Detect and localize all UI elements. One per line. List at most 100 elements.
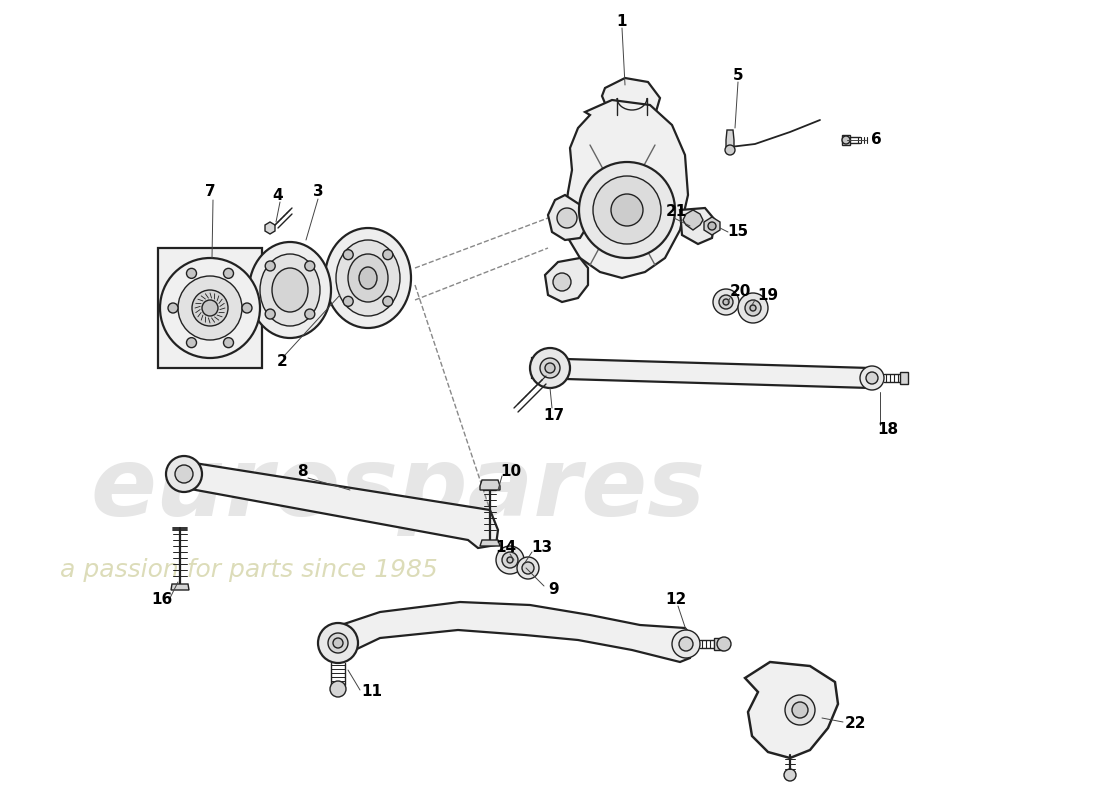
Polygon shape	[602, 78, 660, 122]
Text: 12: 12	[666, 593, 686, 607]
Circle shape	[860, 366, 884, 390]
Circle shape	[785, 695, 815, 725]
Circle shape	[725, 145, 735, 155]
Circle shape	[719, 295, 733, 309]
Text: 13: 13	[531, 541, 552, 555]
Circle shape	[496, 546, 524, 574]
Polygon shape	[704, 217, 720, 235]
Text: 4: 4	[273, 189, 284, 203]
Circle shape	[168, 303, 178, 313]
Circle shape	[502, 552, 518, 568]
Circle shape	[553, 273, 571, 291]
Text: 15: 15	[727, 225, 749, 239]
Text: 6: 6	[870, 133, 881, 147]
Circle shape	[717, 637, 732, 651]
Circle shape	[723, 299, 729, 305]
Text: 8: 8	[297, 465, 307, 479]
Text: 19: 19	[758, 289, 779, 303]
Ellipse shape	[272, 268, 308, 312]
Circle shape	[610, 194, 643, 226]
Polygon shape	[175, 462, 498, 548]
Circle shape	[343, 250, 353, 260]
Circle shape	[160, 258, 260, 358]
Circle shape	[750, 305, 756, 311]
Ellipse shape	[359, 267, 377, 289]
Circle shape	[318, 623, 358, 663]
Circle shape	[242, 303, 252, 313]
Circle shape	[265, 309, 275, 319]
Ellipse shape	[260, 254, 320, 326]
Text: 18: 18	[878, 422, 899, 438]
Polygon shape	[480, 540, 501, 546]
Text: 22: 22	[845, 717, 866, 731]
Polygon shape	[170, 584, 189, 590]
Polygon shape	[680, 208, 715, 244]
Circle shape	[842, 136, 850, 144]
Text: 14: 14	[495, 541, 517, 555]
Circle shape	[579, 162, 675, 258]
Circle shape	[517, 557, 539, 579]
Text: 10: 10	[500, 465, 521, 479]
Circle shape	[192, 290, 228, 326]
Circle shape	[187, 268, 197, 278]
Circle shape	[507, 557, 513, 563]
Circle shape	[530, 348, 570, 388]
Circle shape	[792, 702, 808, 718]
Ellipse shape	[336, 240, 400, 316]
Circle shape	[522, 562, 534, 574]
Text: 9: 9	[549, 582, 559, 598]
Circle shape	[328, 633, 348, 653]
Text: 21: 21	[666, 205, 686, 219]
Circle shape	[202, 300, 218, 316]
Polygon shape	[265, 222, 275, 234]
Circle shape	[784, 769, 796, 781]
Text: eurospares: eurospares	[90, 443, 705, 537]
Circle shape	[713, 289, 739, 315]
Polygon shape	[548, 195, 588, 240]
Circle shape	[343, 296, 353, 306]
Circle shape	[178, 276, 242, 340]
Circle shape	[383, 296, 393, 306]
Text: 7: 7	[205, 185, 216, 199]
Circle shape	[866, 372, 878, 384]
Text: 1: 1	[617, 14, 627, 30]
Polygon shape	[726, 130, 734, 147]
Circle shape	[593, 176, 661, 244]
Circle shape	[305, 309, 315, 319]
Circle shape	[330, 681, 346, 697]
Polygon shape	[745, 662, 838, 758]
Circle shape	[265, 261, 275, 271]
Ellipse shape	[324, 228, 411, 328]
Ellipse shape	[249, 242, 331, 338]
Circle shape	[557, 208, 578, 228]
Text: a passion for parts since 1985: a passion for parts since 1985	[60, 558, 438, 582]
Text: 2: 2	[276, 354, 287, 370]
Polygon shape	[480, 480, 501, 490]
Circle shape	[544, 363, 556, 373]
Polygon shape	[683, 210, 703, 230]
Ellipse shape	[348, 254, 388, 302]
Polygon shape	[565, 100, 688, 278]
Text: 17: 17	[543, 407, 564, 422]
Circle shape	[383, 250, 393, 260]
Polygon shape	[158, 248, 262, 368]
Circle shape	[540, 358, 560, 378]
Circle shape	[223, 338, 233, 348]
Polygon shape	[324, 602, 695, 662]
Polygon shape	[544, 258, 588, 302]
Text: 11: 11	[362, 685, 383, 699]
Circle shape	[679, 637, 693, 651]
Circle shape	[738, 293, 768, 323]
Circle shape	[333, 638, 343, 648]
Circle shape	[745, 300, 761, 316]
Polygon shape	[842, 135, 850, 145]
Polygon shape	[532, 358, 870, 388]
Text: 3: 3	[312, 185, 323, 199]
Circle shape	[166, 456, 202, 492]
Circle shape	[175, 465, 192, 483]
Circle shape	[672, 630, 700, 658]
Circle shape	[223, 268, 233, 278]
Text: 20: 20	[729, 285, 750, 299]
Circle shape	[305, 261, 315, 271]
Polygon shape	[900, 372, 908, 384]
